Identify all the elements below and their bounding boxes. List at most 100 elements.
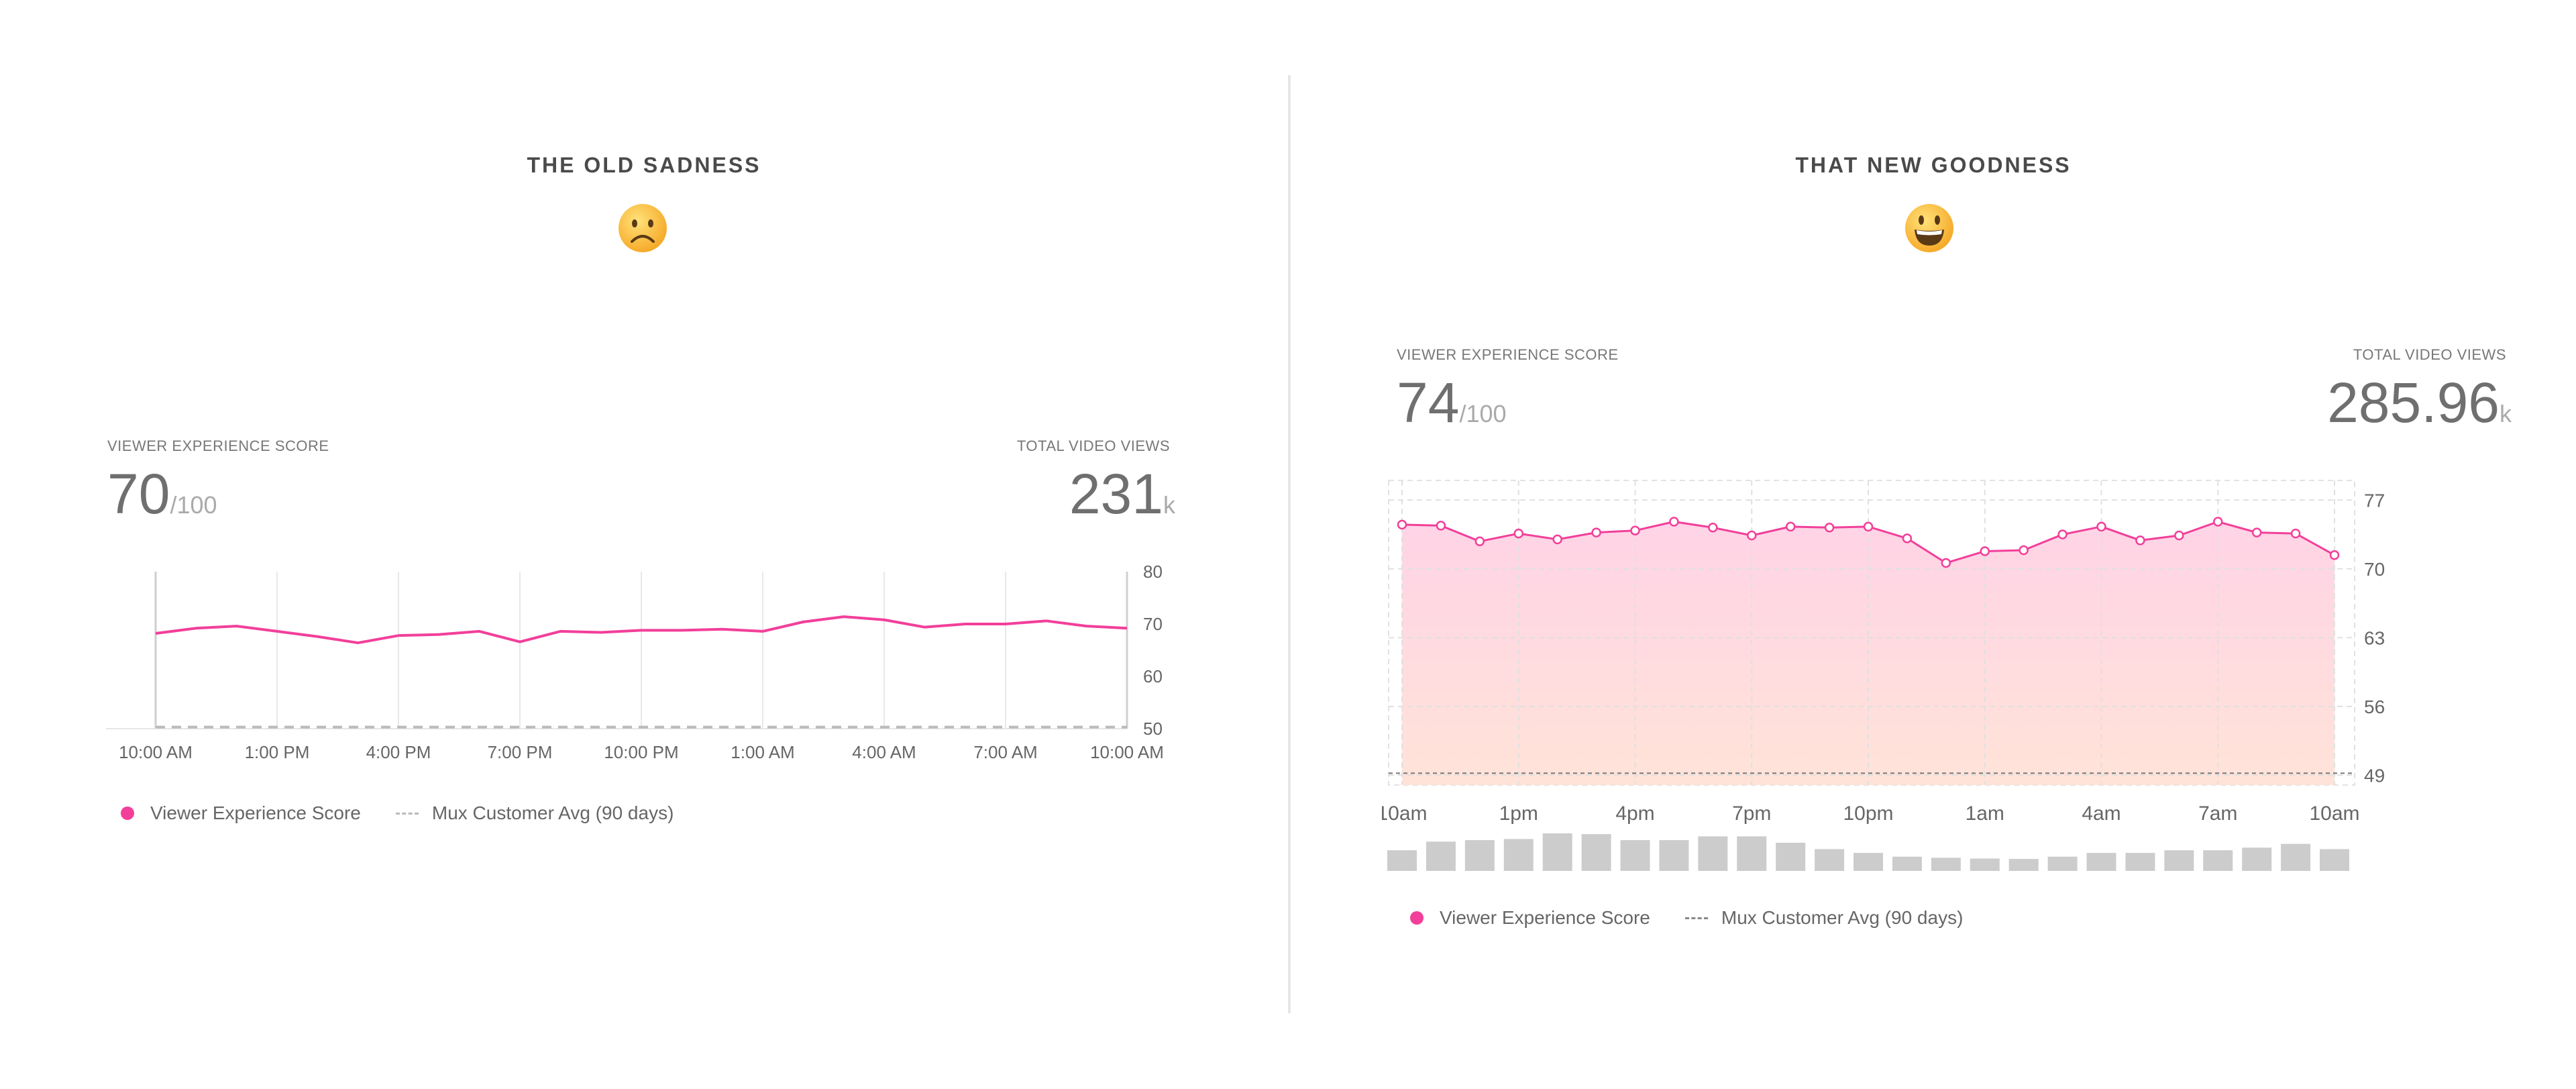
legend-old: Viewer Experience Score Mux Customer Avg… [121,802,674,824]
grinning-face-icon [1905,204,1953,252]
views-bar [2047,856,2078,871]
data-point [1552,534,1562,545]
views-suffix: k [1163,491,1175,519]
plot-frame [1388,480,2355,786]
x-tick-label: 4:00 AM [852,742,916,762]
views-number: 231 [1069,462,1163,525]
data-point [1941,558,1951,568]
x-tick-label: 1am [1966,802,2004,825]
views-label: TOTAL VIDEO VIEWS [1016,437,1170,454]
legend-score-swatch [121,807,134,820]
views-suffix: k [2500,400,2512,427]
vxs-number: 70 [107,462,170,525]
x-tick-label: 10pm [1843,802,1893,825]
views-bar [1387,850,1417,871]
data-point [1902,533,1913,543]
views-bar [2164,850,2194,871]
panel-new: THAT NEW GOODNESS VIEWER EXPERIENCE SCOR… [1291,0,2576,1089]
views-bar [1581,834,1611,871]
views-bar [2086,853,2116,871]
legend-score-label: Viewer Experience Score [1440,907,1650,928]
data-point [2213,517,2223,527]
vxs-label: VIEWER EXPERIENCE SCORE [1397,346,1619,363]
legend-avg-swatch [395,812,419,815]
views-bar [1854,853,1883,871]
data-point [1824,523,1835,533]
y-tick-label: 56 [2364,696,2385,717]
x-tick-label: 4am [2082,802,2121,825]
vxs-suffix: /100 [170,491,217,519]
data-point [1669,517,1679,527]
data-point [2096,521,2106,532]
views-bar [1737,836,1767,871]
data-point [1708,523,1718,533]
data-point [2329,550,2340,560]
x-tick-label: 7:00 AM [973,742,1037,762]
views-bar [1503,839,1534,871]
data-point [2290,528,2301,539]
views-bar [2008,859,2039,871]
legend-score-swatch [1410,911,1424,925]
vxs-number: 74 [1397,371,1460,434]
panel-old: THE OLD SADNESS VIEWER EXPERIENCE SCORE … [106,153,1175,824]
x-tick-label: 4pm [1615,802,1654,825]
y-tick-label: 60 [1143,666,1163,686]
views-label: TOTAL VIDEO VIEWS [2353,346,2506,363]
views-bar [1931,858,1961,871]
views-bar [1620,840,1650,871]
data-point [1591,527,1601,537]
frowning-face-icon [619,204,667,252]
data-point [1747,530,1757,541]
data-point [1397,519,1407,530]
x-tick-label: 10:00 AM [1090,742,1164,762]
views-bar [2242,847,2272,871]
views-value: 285.96k [2327,374,2512,431]
vxs-label: VIEWER EXPERIENCE SCORE [107,437,329,454]
views-number: 285.96 [2327,371,2500,434]
x-tick-label: 10am [2309,802,2359,825]
data-point [2251,527,2262,537]
x-tick-label: 10am [1382,802,1428,825]
x-tick-label: 1:00 AM [731,742,794,762]
views-bar [1698,836,1728,871]
views-bar [1776,843,1806,871]
vxs-value: 70/100 [107,466,217,522]
x-tick-label: 7:00 PM [488,742,553,762]
x-tick-label: 10:00 AM [119,742,193,762]
views-bar [2203,850,2233,871]
data-point [1630,525,1640,535]
panel-heading: THE OLD SADNESS [527,153,761,177]
panel-heading: THAT NEW GOODNESS [1795,153,2072,177]
data-point [1474,536,1485,547]
data-point [2174,530,2184,541]
data-point [1980,546,1990,556]
y-tick-label: 49 [2364,765,2385,786]
views-bar [2125,853,2155,871]
data-point [2019,545,2029,556]
legend-avg-label: Mux Customer Avg (90 days) [1721,907,1964,928]
data-point [1863,521,1874,532]
views-bar [1542,833,1572,871]
views-bar [1815,849,1845,871]
x-tick-label: 7pm [1732,802,1771,825]
data-point [1513,528,1523,539]
panel-divider [1288,75,1291,1013]
y-tick-label: 70 [1143,614,1163,634]
legend-new: Viewer Experience Score Mux Customer Avg… [1410,907,1963,929]
views-value: 231k [1069,466,1175,522]
views-bar [2281,843,2311,871]
series-line-score [155,615,1128,645]
views-bar [1970,858,2000,871]
data-point [1436,521,1446,531]
y-tick-label: 63 [2364,627,2385,648]
legend-avg-swatch [1684,917,1708,919]
legend-score-label: Viewer Experience Score [150,802,361,823]
score-chart-old: 80 70 60 50 10:00 AM 1:00 PM 4:00 PM 7:00 PM 10:… [106,562,1164,762]
views-bar [1659,840,1689,871]
data-point [2057,529,2068,539]
x-tick-label: 1pm [1499,802,1538,825]
views-bar [1426,841,1456,871]
views-bar [2320,849,2349,871]
data-point [2135,535,2145,546]
